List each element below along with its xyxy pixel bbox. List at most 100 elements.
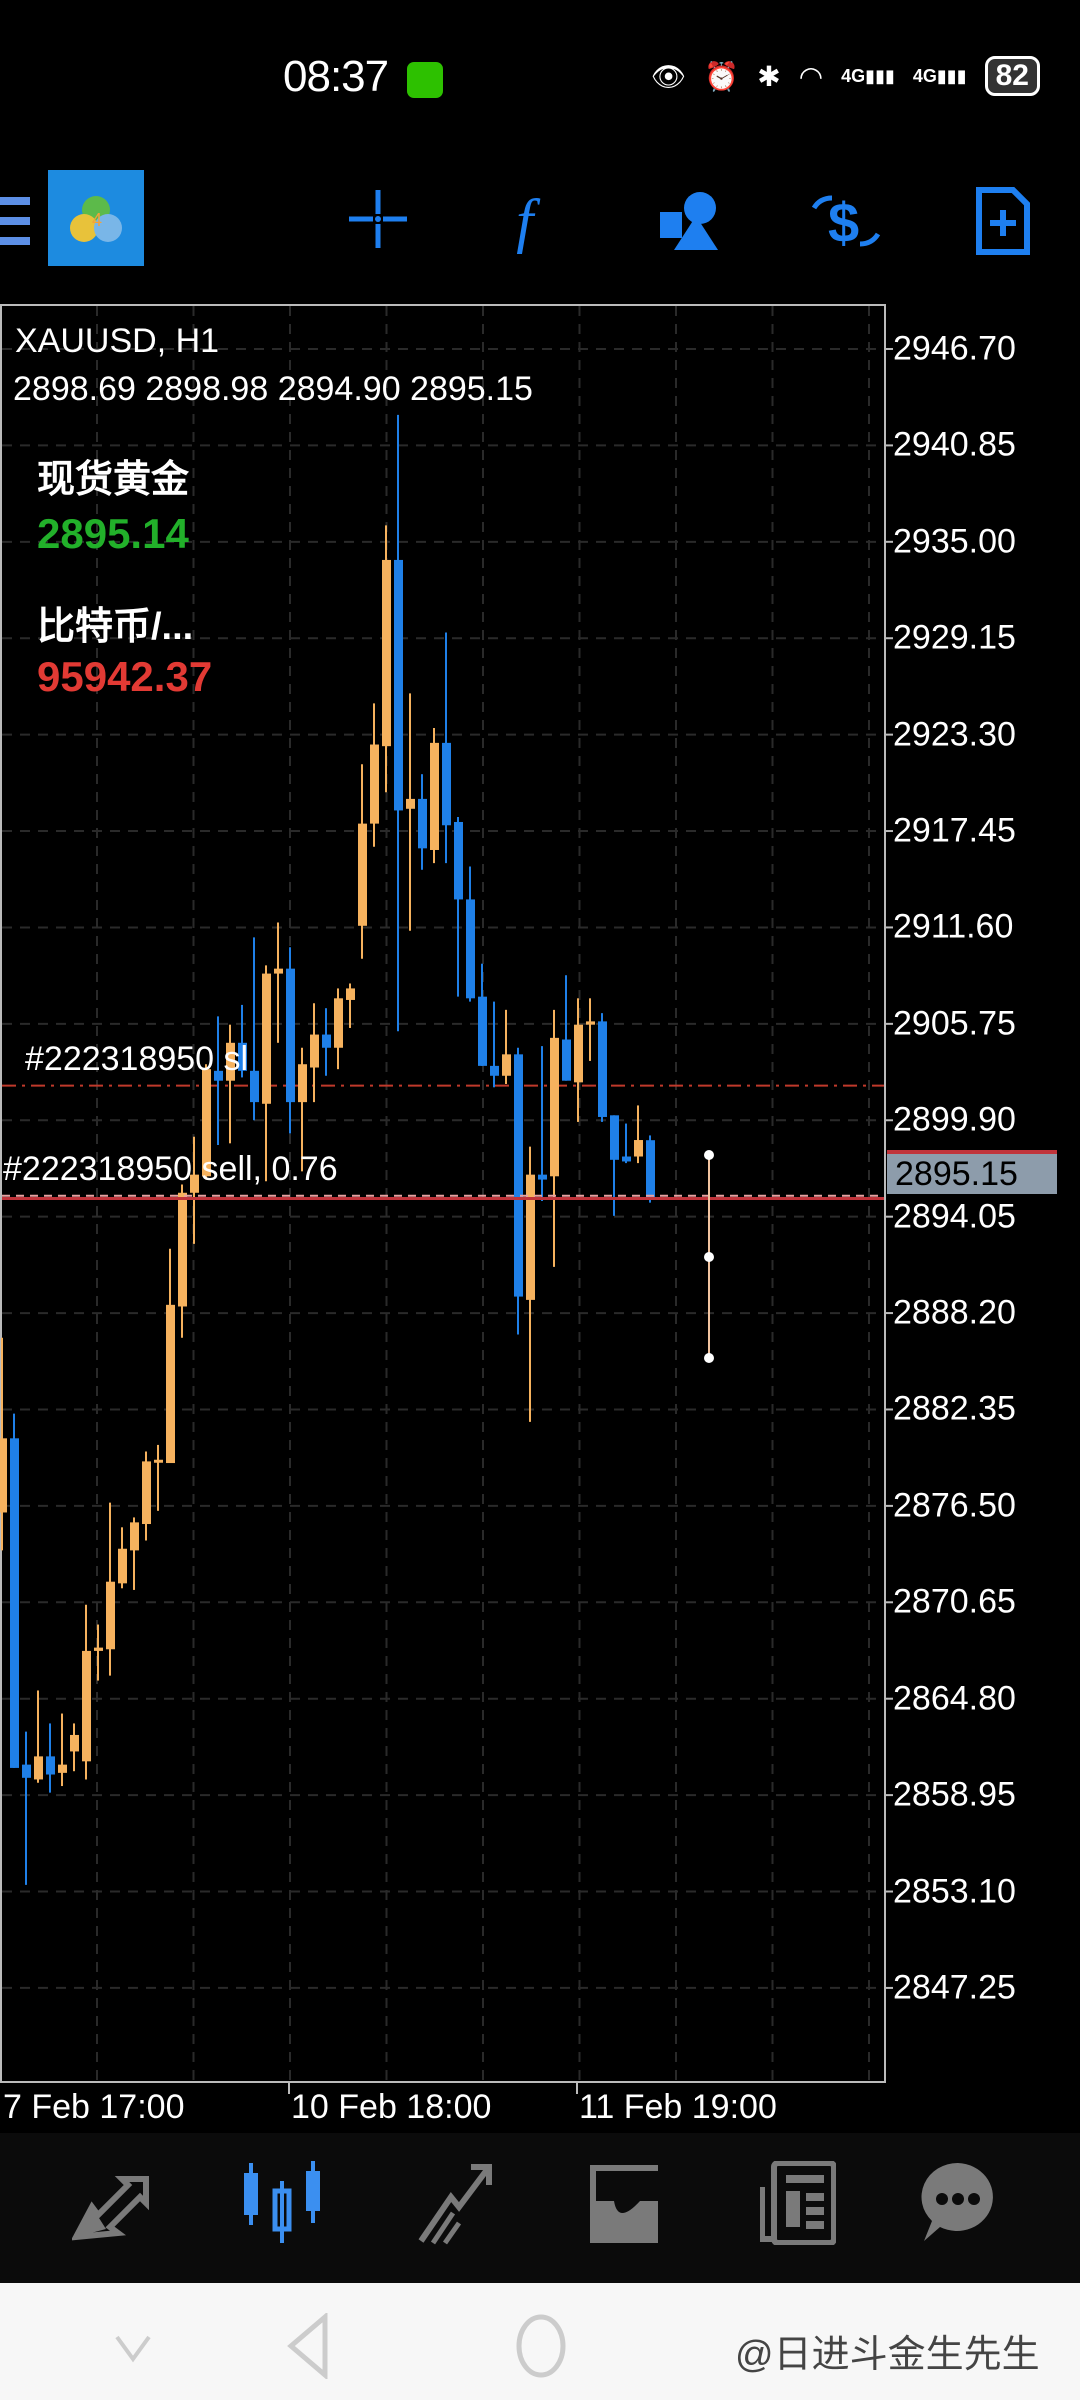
chart-icon[interactable]	[240, 2161, 324, 2245]
candle-bull	[382, 559, 391, 747]
candle-bull	[358, 823, 367, 926]
candle-bear	[22, 1764, 31, 1778]
price-axis-label: 2876.50	[893, 1486, 1016, 1525]
candle-bear	[646, 1140, 655, 1199]
candle-bull	[574, 1024, 583, 1083]
svg-text:4: 4	[92, 210, 102, 230]
time-axis-label: 11 Feb 19:00	[579, 2088, 777, 2126]
metatrader-logo[interactable]: 4	[48, 170, 144, 266]
news-icon[interactable]	[760, 2161, 836, 2245]
price-axis-label: 2870.65	[893, 1582, 1016, 1621]
candle-bull	[166, 1304, 175, 1464]
status-time: 08:37	[283, 52, 389, 101]
current-price-label: 2895.15	[887, 1150, 1057, 1194]
candle-bear	[490, 1065, 499, 1076]
battery-icon: 82	[984, 56, 1040, 96]
marker-dot	[704, 1353, 714, 1363]
sell-order-label: #222318950 sell, 0.76	[3, 1150, 338, 1188]
price-axis-label: 2882.35	[893, 1389, 1016, 1428]
signal-icon: 4G▮▮▮	[841, 65, 895, 86]
candle-bull	[634, 1140, 643, 1157]
price-axis-label: 2853.10	[893, 1872, 1016, 1911]
candle-bull	[70, 1734, 79, 1752]
back-icon[interactable]	[285, 2313, 331, 2379]
candle-bull	[274, 968, 283, 974]
bluetooth-icon: ✱	[757, 60, 781, 92]
status-icons: 👁 ⏰ ✱ ◠ 4G▮▮▮ 4G▮▮▮ 82	[651, 56, 1040, 96]
price-axis-label: 2923.30	[893, 715, 1016, 754]
candle-bull	[154, 1459, 163, 1463]
indicator-f-icon[interactable]: f	[510, 188, 560, 254]
price-chart[interactable]	[0, 0, 1080, 2135]
candle-bull	[226, 1042, 235, 1081]
candle-bull	[370, 744, 379, 824]
price-axis-label: 2929.15	[893, 618, 1016, 657]
symbol-title: XAUUSD, H1	[15, 322, 220, 360]
candle-bear	[466, 899, 475, 999]
candle-bull	[406, 798, 415, 809]
candle-bear	[10, 1438, 19, 1768]
candle-bear	[622, 1156, 631, 1162]
candle-bull	[502, 1054, 511, 1076]
candle-bull	[82, 1650, 91, 1762]
candle-bull	[106, 1581, 115, 1650]
candle-bear	[238, 1042, 247, 1071]
candle-bull	[202, 1069, 211, 1177]
price-axis-label: 2894.05	[893, 1197, 1016, 1236]
candle-bull	[118, 1548, 127, 1584]
candle-bear	[214, 1070, 223, 1081]
candle-bull	[178, 1192, 187, 1307]
time-axis-label: 10 Feb 18:00	[291, 2088, 492, 2126]
messages-icon[interactable]	[920, 2161, 996, 2245]
ohlc-readout: 2898.69 2898.98 2894.90 2895.15	[13, 370, 533, 408]
signal-icon: 4G▮▮▮	[912, 65, 967, 86]
alarm-icon: ⏰	[704, 60, 740, 92]
candle-bear	[46, 1756, 55, 1775]
trade-icon[interactable]	[415, 2161, 495, 2245]
candle-bull	[298, 1064, 307, 1103]
watermark: @日进斗金生先生	[735, 2334, 1040, 2376]
candle-bear	[538, 1174, 547, 1180]
candle-bull	[310, 1034, 319, 1068]
home-icon[interactable]	[515, 2313, 567, 2379]
price-axis-label: 2917.45	[893, 811, 1016, 850]
candle-bear	[322, 1034, 331, 1048]
time-axis-label: 7 Feb 17:00	[3, 2088, 185, 2126]
marker-dot	[704, 1252, 714, 1262]
price-axis-label: 2946.70	[893, 329, 1016, 368]
svg-text:$: $	[828, 191, 859, 254]
candle-bear	[562, 1039, 571, 1081]
candle-bull	[34, 1756, 43, 1780]
collapse-icon[interactable]	[113, 2333, 153, 2363]
price-axis-label: 2935.00	[893, 522, 1016, 561]
price-axis-label: 2911.60	[893, 907, 1014, 946]
candle-bear	[394, 559, 403, 811]
candle-bull	[58, 1764, 67, 1773]
trade-icon[interactable]: $	[810, 188, 882, 254]
candle-bull	[94, 1647, 103, 1651]
quote-price-gold: 2895.14	[37, 510, 189, 557]
crosshair-icon[interactable]	[347, 188, 409, 250]
wechat-notification-icon	[407, 62, 443, 98]
candle-bear	[514, 1054, 523, 1297]
candle-bull	[0, 1438, 7, 1513]
quotes-icon[interactable]	[72, 2161, 152, 2241]
eye-icon: 👁	[650, 60, 687, 92]
quote-name-btc[interactable]: 比特币/...	[37, 606, 194, 648]
candle-bear	[286, 968, 295, 1103]
quote-name-gold[interactable]: 现货黄金	[37, 459, 190, 501]
history-icon[interactable]	[590, 2161, 664, 2245]
menu-icon[interactable]	[0, 197, 30, 247]
price-axis-label: 2888.20	[893, 1293, 1016, 1332]
candle-bull	[550, 1037, 559, 1177]
new-order-icon[interactable]	[975, 186, 1031, 256]
candle-bear	[442, 742, 451, 826]
price-axis-label: 2905.75	[893, 1004, 1016, 1043]
candle-bear	[454, 821, 463, 900]
wifi-icon: ◠	[798, 60, 824, 92]
price-axis-label: 2847.25	[893, 1968, 1016, 2007]
objects-icon[interactable]	[660, 190, 722, 252]
candle-bull	[130, 1522, 139, 1551]
candle-bear	[598, 1021, 607, 1117]
candle-bear	[478, 996, 487, 1066]
